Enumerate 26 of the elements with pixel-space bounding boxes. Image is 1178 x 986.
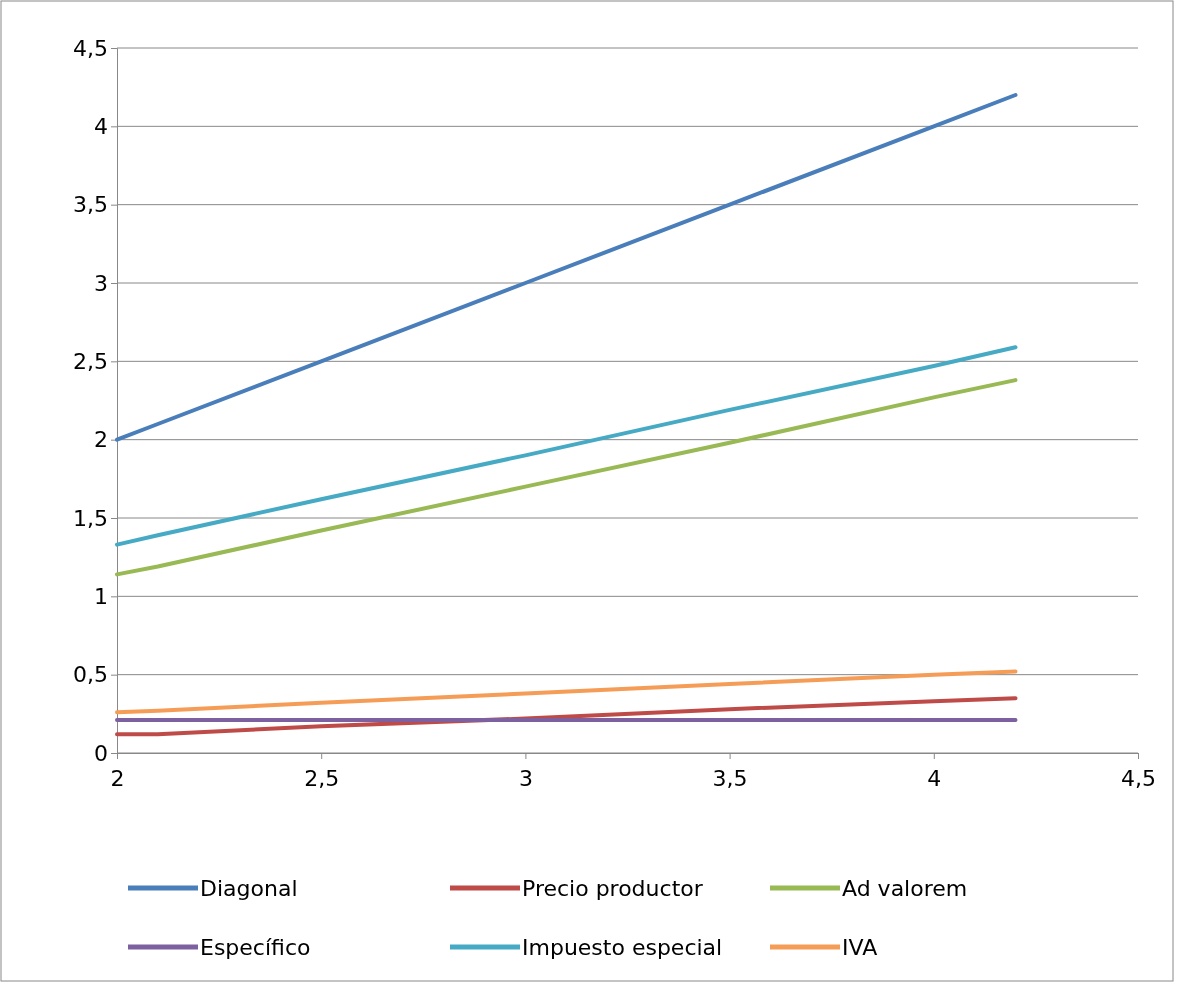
y-tick-label: 0,5 [73,662,108,688]
line-series [115,669,1018,715]
x-tick-label: 2,5 [304,766,340,792]
legend-label: Precio productor [522,876,704,901]
y-tick-label: 2,5 [73,348,108,374]
x-tick-label: 3,5 [712,766,748,792]
legend-label: IVA [842,935,878,960]
x-tick-label: 4 [927,766,942,792]
y-tick-label: 4 [94,113,108,139]
legend-label: Específico [200,935,311,960]
line-series [115,378,1018,577]
y-tick-label: 1,5 [73,505,108,531]
x-tick-label: 4,5 [1121,766,1156,792]
y-tick-label: 3,5 [73,192,108,218]
legend-label: Impuesto especial [522,935,723,960]
legend-label: Ad valorem [842,876,968,901]
y-tick-label: 3 [94,270,108,296]
y-tick-label: 0 [94,740,108,766]
y-tick-label: 2 [94,427,108,453]
line-series [115,93,1018,442]
line-series [115,345,1018,547]
y-tick-label: 4,5 [73,35,108,61]
x-tick-label: 3 [518,766,533,792]
legend-label: Diagonal [200,876,298,901]
x-tick-label: 2 [110,766,125,792]
y-tick-label: 1 [94,583,108,609]
